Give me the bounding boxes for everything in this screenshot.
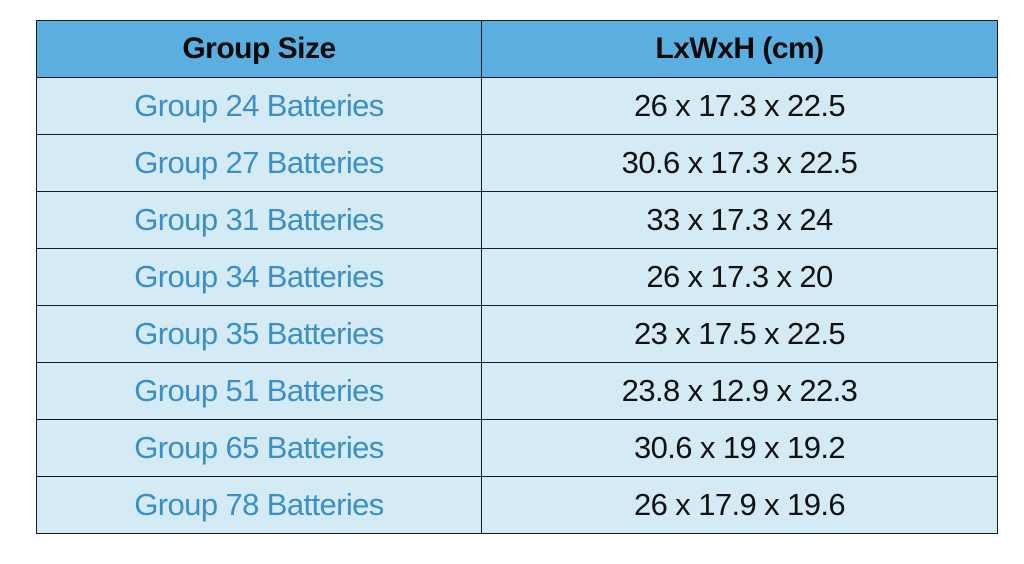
table-row: Group 65 Batteries 30.6 x 19 x 19.2 <box>36 419 998 477</box>
table-row: Group 51 Batteries 23.8 x 12.9 x 22.3 <box>36 362 998 420</box>
table-body: Group 24 Batteries 26 x 17.3 x 22.5 Grou… <box>36 77 998 534</box>
dimensions-cell: 23.8 x 12.9 x 22.3 <box>481 362 998 420</box>
table-row: Group 24 Batteries 26 x 17.3 x 22.5 <box>36 77 998 135</box>
table-row: Group 35 Batteries 23 x 17.5 x 22.5 <box>36 305 998 363</box>
dimensions-cell: 23 x 17.5 x 22.5 <box>481 305 998 363</box>
table-row: Group 34 Batteries 26 x 17.3 x 20 <box>36 248 998 306</box>
group-cell[interactable]: Group 27 Batteries <box>36 134 482 192</box>
table-header-row: Group Size LxWxH (cm) <box>36 20 998 78</box>
table-row: Group 78 Batteries 26 x 17.9 x 19.6 <box>36 476 998 534</box>
table-row: Group 27 Batteries 30.6 x 17.3 x 22.5 <box>36 134 998 192</box>
dimensions-cell: 30.6 x 19 x 19.2 <box>481 419 998 477</box>
group-size-header: Group Size <box>36 20 482 78</box>
table-row: Group 31 Batteries 33 x 17.3 x 24 <box>36 191 998 249</box>
table-header: Group Size LxWxH (cm) <box>36 20 998 78</box>
group-cell[interactable]: Group 51 Batteries <box>36 362 482 420</box>
dimensions-header: LxWxH (cm) <box>481 20 998 78</box>
dimensions-cell: 26 x 17.9 x 19.6 <box>481 476 998 534</box>
group-cell[interactable]: Group 24 Batteries <box>36 77 482 135</box>
group-cell[interactable]: Group 78 Batteries <box>36 476 482 534</box>
group-cell[interactable]: Group 35 Batteries <box>36 305 482 363</box>
dimensions-cell: 33 x 17.3 x 24 <box>481 191 998 249</box>
group-cell[interactable]: Group 34 Batteries <box>36 248 482 306</box>
group-cell[interactable]: Group 31 Batteries <box>36 191 482 249</box>
dimensions-cell: 30.6 x 17.3 x 22.5 <box>481 134 998 192</box>
group-cell[interactable]: Group 65 Batteries <box>36 419 482 477</box>
battery-size-table: Group Size LxWxH (cm) Group 24 Batteries… <box>36 20 998 534</box>
dimensions-cell: 26 x 17.3 x 22.5 <box>481 77 998 135</box>
dimensions-cell: 26 x 17.3 x 20 <box>481 248 998 306</box>
